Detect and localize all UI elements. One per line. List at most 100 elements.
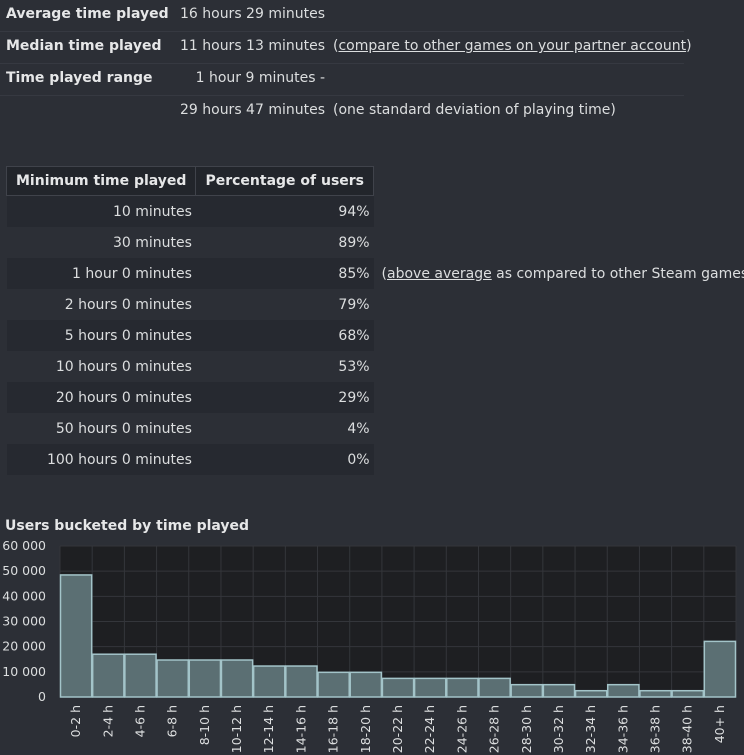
histogram-bar — [59, 574, 93, 698]
histogram-bar — [317, 671, 350, 698]
histogram-bar — [478, 677, 511, 698]
x-tick-label: 8-10 h — [197, 705, 212, 745]
percentage-cell: 53% — [338, 358, 370, 375]
summary-row-range-end: 29 hours 47 minutes (one standard deviat… — [0, 96, 684, 127]
min-time-cell: 5 hours 0 minutes — [6, 320, 196, 351]
table-row: 1 hour 0 minutes 85% (above average as com… — [6, 258, 744, 289]
histogram-bar — [285, 665, 318, 698]
histogram-bar — [252, 665, 286, 698]
percentage-cell: 68% — [195, 320, 374, 351]
histogram-bar — [156, 659, 190, 698]
y-tick-label: 50 000 — [2, 563, 46, 578]
percentage-cell: 94% — [195, 195, 374, 227]
summary-value: 16 hours 29 minutes — [179, 6, 325, 22]
histogram-bar — [574, 689, 608, 698]
summary-row-average: Average time played 16 hours 29 minutes — [0, 0, 684, 32]
x-tick-label: 6-8 h — [165, 705, 180, 737]
note-close: ) — [686, 38, 692, 54]
min-time-cell: 50 hours 0 minutes — [55, 420, 192, 437]
y-tick-label: 0 — [38, 689, 46, 704]
y-tick-label: 30 000 — [2, 614, 46, 629]
table-row: 100 hours 0 minutes 0% — [6, 444, 744, 475]
x-tick-label: 36-38 h — [648, 705, 663, 753]
x-tick-label: 14-16 h — [293, 705, 308, 753]
y-tick-label: 20 000 — [2, 639, 46, 654]
summary-value: 11 hours 13 minutes — [179, 38, 325, 54]
table-header-row: Minimum time played Percentage of users — [5, 166, 744, 196]
x-tick-label: 40+ h — [712, 705, 727, 743]
percentage-cell: 79% — [338, 296, 370, 313]
min-time-cell: 20 hours 0 minutes — [6, 382, 196, 413]
percentage-cell: 0% — [195, 444, 374, 475]
y-tick-label: 60 000 — [2, 540, 46, 553]
x-tick-label: 10-12 h — [229, 705, 244, 753]
min-time-cell: 30 minutes — [113, 234, 192, 251]
histogram-bar — [703, 640, 737, 698]
above-average-link[interactable]: above average — [387, 265, 492, 282]
x-tick-label: 38-40 h — [680, 705, 695, 753]
playtime-summary: Average time played 16 hours 29 minutes … — [0, 0, 692, 127]
column-header-min-time: Minimum time played — [5, 166, 197, 196]
x-tick-label: 2-4 h — [100, 705, 115, 737]
x-tick-label: 0-2 h — [68, 705, 83, 737]
histogram-bar — [606, 683, 640, 698]
table-row: 50 hours 0 minutes 4% — [7, 413, 744, 444]
histogram-bar — [446, 677, 479, 698]
table-row: 2 hours 0 minutes 79% — [7, 289, 744, 320]
x-tick-label: 18-20 h — [358, 705, 373, 753]
min-time-cell: 10 hours 0 minutes — [55, 358, 192, 375]
percentage-cell: 29% — [195, 382, 374, 413]
histogram-bar — [124, 653, 157, 698]
x-tick-label: 32-34 h — [583, 705, 598, 753]
note-open: ( — [381, 265, 387, 282]
histogram-bar — [542, 683, 576, 698]
summary-row-median: Median time played 11 hours 13 minutes (… — [0, 32, 692, 64]
x-tick-label: 16-18 h — [326, 705, 341, 753]
x-tick-label: 24-26 h — [454, 705, 469, 753]
x-tick-label: 12-14 h — [261, 705, 276, 753]
percentage-cell: 4% — [347, 420, 370, 437]
summary-label: Median time played — [6, 38, 162, 54]
histogram-bar — [671, 689, 705, 698]
users-bucketed-chart: 0 10 000 20 000 30 000 40 000 50 000 60 000 0-2… — [2, 540, 737, 753]
histogram-bar — [188, 659, 222, 698]
x-tick-label: 30-32 h — [551, 705, 566, 753]
playtime-percentage-table: Minimum time played Percentage of users … — [5, 166, 744, 475]
percentage-cell: 89% — [338, 234, 370, 251]
summary-value: 29 hours 47 minutes — [179, 102, 325, 118]
table-row: 30 minutes 89% — [7, 227, 744, 258]
note-close: as compared to other Steam games) — [491, 265, 744, 282]
x-tick-label: 22-24 h — [422, 705, 437, 753]
histogram-bar — [510, 683, 544, 698]
histogram-bar — [639, 689, 672, 698]
x-tick-label: 34-36 h — [615, 705, 630, 753]
compare-games-link[interactable]: compare to other games on your partner a… — [338, 38, 687, 54]
x-tick-label: 26-28 h — [487, 705, 502, 753]
histogram-bar — [413, 677, 447, 698]
histogram-bar — [349, 671, 383, 698]
summary-value: 1 hour 9 minutes - — [195, 70, 325, 86]
table-row: 5 hours 0 minutes 68% — [6, 320, 744, 351]
table-row: 20 hours 0 minutes 29% — [6, 382, 744, 413]
min-time-cell: 1 hour 0 minutes — [6, 258, 196, 289]
table-row: 10 hours 0 minutes 53% — [7, 351, 744, 382]
chart-title: Users bucketed by time played — [5, 518, 250, 534]
min-time-cell: 100 hours 0 minutes — [6, 444, 196, 475]
histogram-bar — [220, 659, 254, 698]
summary-label: Average time played — [6, 6, 169, 22]
min-time-cell: 10 minutes — [6, 195, 196, 227]
table-row: 10 minutes 94% — [6, 195, 744, 227]
note-open: ( — [333, 38, 339, 54]
summary-note: (one standard deviation of playing time) — [333, 102, 616, 118]
histogram-bar — [381, 677, 415, 698]
summary-label: Time played range — [6, 70, 153, 86]
summary-note: (compare to other games on your partner … — [333, 38, 692, 54]
y-tick-label: 40 000 — [2, 588, 46, 603]
x-tick-label: 28-30 h — [519, 705, 534, 753]
x-tick-label: 20-22 h — [390, 705, 405, 753]
histogram-bar — [91, 653, 125, 698]
summary-row-range: Time played range 1 hour 9 minutes - — [0, 64, 684, 96]
x-tick-label: 4-6 h — [132, 705, 147, 737]
percentage-cell: 85% — [195, 258, 374, 289]
column-header-percentage: Percentage of users — [195, 166, 375, 196]
